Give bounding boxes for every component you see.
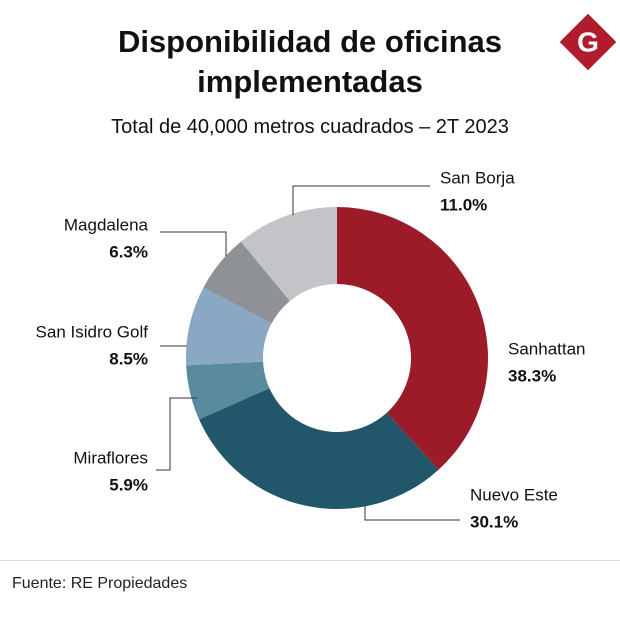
slice-label: Miraflores [73, 448, 148, 467]
value-label: 8.5% [109, 349, 148, 368]
slice-label: San Borja [440, 168, 515, 187]
donut-slice [186, 287, 272, 366]
slice-label: Magdalena [64, 215, 149, 234]
value-label: 6.3% [109, 242, 148, 261]
donut-slice [337, 207, 488, 470]
leader-line [156, 397, 197, 471]
divider [0, 560, 620, 561]
value-label: 38.3% [508, 366, 556, 385]
value-label: 11.0% [440, 195, 487, 214]
value-label: 5.9% [109, 475, 148, 494]
donut-slice [240, 207, 337, 301]
slice-label: Nuevo Este [470, 485, 558, 504]
chart-title: Disponibilidad de oficinas implementadas [117, 24, 503, 99]
logo-letter: G [577, 26, 599, 57]
leader-line [160, 231, 227, 256]
donut-slice [203, 241, 290, 324]
source: Fuente: RE Propiedades [12, 575, 188, 592]
value-label: 30.1% [470, 512, 518, 531]
donut-slice [186, 361, 270, 420]
chart-subtitle: Total de 40,000 metros cuadrados – 2T 20… [111, 116, 509, 138]
logo: G [559, 13, 617, 71]
slice-label: San Isidro Golf [36, 322, 149, 341]
leader-line [292, 185, 430, 215]
donut-slice [199, 388, 439, 510]
slice-label: Sanhattan [508, 339, 586, 358]
leader-line [364, 505, 460, 521]
